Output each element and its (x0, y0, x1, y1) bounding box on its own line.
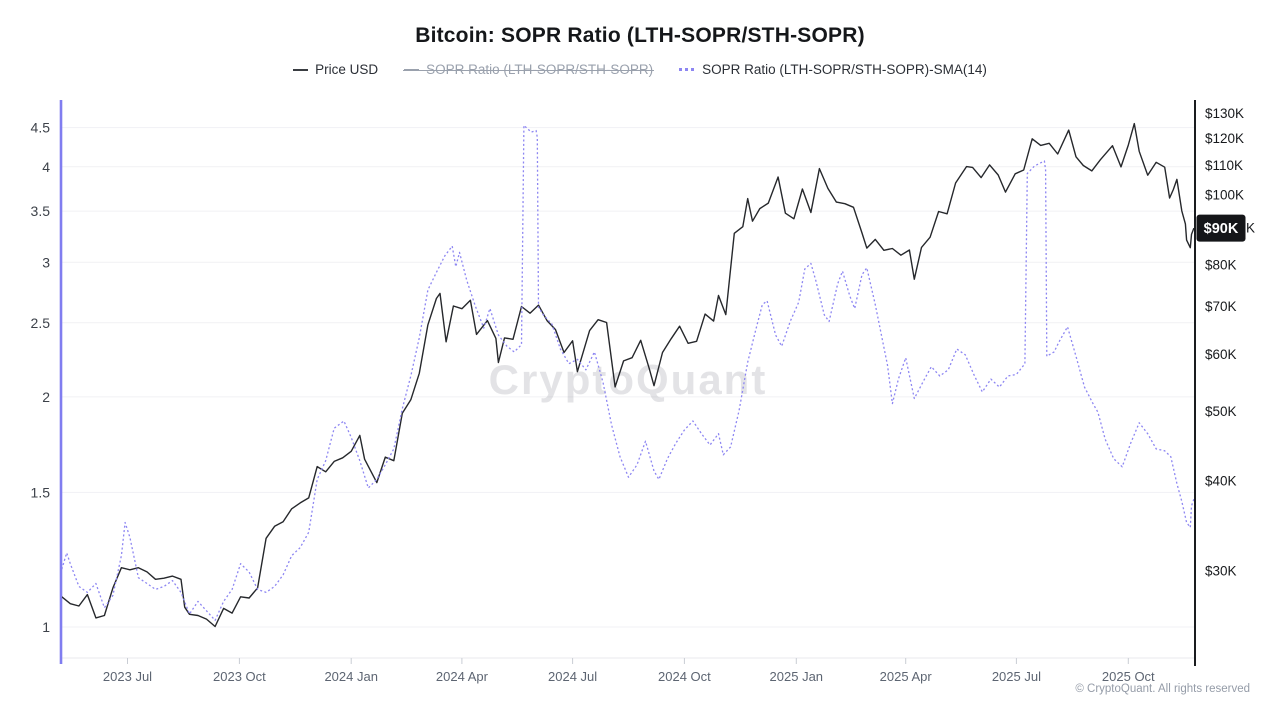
left-axis-tick-label: 3.5 (31, 203, 51, 219)
page-title: Bitcoin: SOPR Ratio (LTH-SOPR/STH-SOPR) (415, 24, 865, 47)
right-axis-tick-label: $120K (1205, 131, 1244, 146)
x-axis-tick-label: 2025 Apr (880, 669, 933, 684)
right-axis-tick-label: $50K (1205, 404, 1237, 419)
x-axis-tick-label: 2023 Jul (103, 669, 152, 684)
right-axis-tick-label: $80K (1205, 257, 1237, 272)
price-series-line (62, 122, 1194, 628)
legend-item-sopr-ratio-sma[interactable]: SOPR Ratio (LTH-SOPR/STH-SOPR)-SMA(14) (679, 62, 987, 77)
left-axis-tick-label: 4 (42, 159, 50, 175)
x-axis-tick-label: 2025 Jan (770, 669, 824, 684)
x-axis-tick-label: 2024 Apr (436, 669, 489, 684)
x-axis-tick-label: 2024 Jan (324, 669, 378, 684)
right-axis-tick-label: $70K (1205, 299, 1237, 314)
right-axis-tick-label: $40K (1205, 474, 1237, 489)
right-axis-tick-label: $30K (1205, 563, 1237, 578)
copyright-notice: © CryptoQuant. All rights reserved (1075, 683, 1250, 695)
covered-axis-label-k: K (1246, 221, 1255, 236)
legend: Price USD SOPR Ratio (LTH-SOPR/STH-SOPR)… (0, 62, 1280, 77)
right-axis-tick-label: $110K (1205, 158, 1243, 173)
legend-item-label: SOPR Ratio (LTH-SOPR/STH-SOPR)-SMA(14) (702, 62, 987, 77)
right-axis-tick-label: $100K (1205, 188, 1244, 203)
latest-price-badge (1196, 214, 1246, 242)
right-axis-tick-label: $60K (1205, 347, 1237, 362)
watermark: CryptoQuant (489, 356, 768, 403)
left-axis-tick-label: 3 (42, 254, 50, 270)
left-axis-tick-label: 1 (42, 619, 50, 635)
x-axis-tick-label: 2024 Jul (548, 669, 597, 684)
left-axis-tick-label: 2.5 (31, 315, 51, 331)
legend-item-price-usd[interactable]: Price USD (293, 62, 378, 77)
left-axis-tick-label: 2 (42, 389, 50, 405)
right-axis-tick-label: $130K (1205, 106, 1244, 121)
left-axis-tick-label: 4.5 (31, 120, 51, 136)
latest-price-badge-label: $90K (1204, 221, 1239, 237)
legend-item-label: Price USD (315, 62, 379, 77)
x-axis-tick-label: 2024 Oct (658, 669, 711, 684)
left-axis-tick-label: 1.5 (31, 484, 51, 500)
x-axis-tick-label: 2025 Oct (1102, 669, 1155, 684)
x-axis-tick-label: 2025 Jul (992, 669, 1041, 684)
legend-item-sopr-ratio[interactable]: SOPR Ratio (LTH-SOPR/STH-SOPR) (403, 62, 655, 77)
price-usd-line-swatch-icon (293, 68, 309, 71)
x-axis-tick-label: 2023 Oct (213, 669, 266, 684)
sopr-sma-dashed-line-swatch-icon (679, 68, 696, 71)
